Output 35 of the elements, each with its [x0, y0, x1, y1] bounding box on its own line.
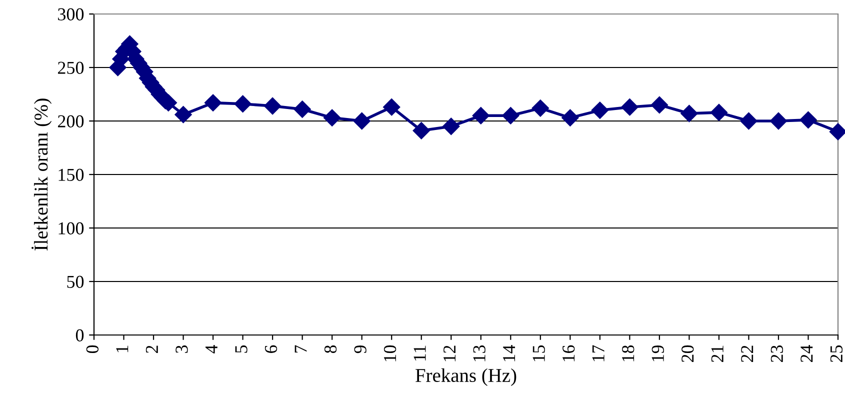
x-tick-label: 23 [770, 345, 783, 362]
x-tick-label: 24 [800, 345, 813, 362]
x-tick-label: 0 [86, 345, 99, 354]
x-tick-label: 17 [592, 345, 604, 362]
y-tick-label: 300 [58, 8, 84, 20]
x-tick-label: 6 [264, 345, 278, 353]
x-tick-label: 11 [414, 346, 426, 361]
x-tick-label: 15 [532, 345, 545, 362]
x-tick-label: 12 [444, 346, 456, 362]
x-tick-label: 16 [562, 345, 575, 362]
x-tick-label: 1 [116, 346, 128, 352]
x-tick-label: 18 [622, 345, 634, 362]
y-tick-label: 100 [58, 222, 84, 234]
x-tick-label: 19 [652, 345, 664, 362]
x-tick-label: 25 [830, 345, 843, 362]
x-tick-label: 20 [682, 345, 694, 362]
x-tick-label: 22 [741, 346, 754, 362]
y-tick-label: 200 [58, 115, 84, 128]
y-tick-label: 250 [58, 62, 84, 74]
x-tick-label: 4 [205, 345, 218, 354]
x-tick-label: 9 [354, 345, 366, 354]
y-axis-title: İletkenlik oranı (%) [32, 98, 52, 250]
x-tick-label: 14 [503, 345, 515, 362]
y-tick-label: 0 [76, 329, 84, 342]
x-tick-label: 7 [294, 345, 307, 353]
x-tick-label: 8 [324, 345, 337, 354]
x-tick-label: 10 [384, 345, 396, 362]
x-tick-label: 21 [711, 346, 724, 362]
x-tick-label: 2 [146, 346, 158, 353]
x-axis-title: Frekans (Hz) [416, 368, 516, 386]
x-tick-label: 5 [235, 345, 248, 353]
y-tick-label: 150 [58, 168, 84, 181]
x-tick-label: 13 [473, 345, 486, 362]
x-tick-label: 3 [176, 345, 188, 353]
y-tick-label: 50 [67, 276, 84, 288]
